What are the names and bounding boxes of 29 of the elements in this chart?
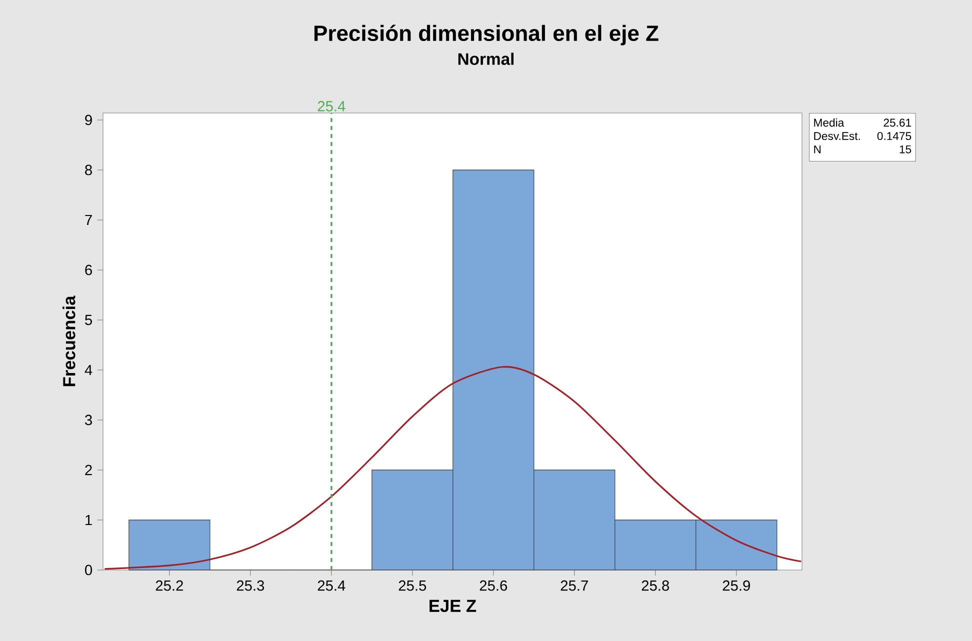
x-tick-label: 25.5 — [398, 580, 426, 591]
x-tick-label: 25.3 — [236, 580, 264, 591]
chart-subtitle: Normal — [458, 52, 514, 65]
y-tick-label: 4 — [84, 364, 92, 376]
y-axis-title: Frecuencia — [62, 296, 76, 386]
y-tick-label: 5 — [85, 314, 92, 326]
x-tick-label: 25.9 — [722, 580, 750, 591]
text: Media — [814, 118, 844, 127]
y-tick-label: 8 — [85, 164, 92, 176]
text: 0.1475 — [877, 132, 912, 140]
text: 25.61 — [884, 118, 912, 127]
x-tick-label: 25.2 — [156, 580, 183, 591]
chart-title: Precisión dimensional en el eje Z — [314, 24, 658, 46]
y-tick-label: 3 — [85, 414, 92, 426]
x-axis-title: EJE Z — [430, 600, 476, 612]
text: 15 — [900, 145, 912, 154]
x-tick-label: 25.6 — [480, 580, 508, 591]
y-tick-label: 1 — [86, 514, 92, 526]
x-tick-label: 25.8 — [642, 580, 670, 591]
y-tick-label: 9 — [85, 114, 92, 126]
text: N — [814, 145, 821, 154]
y-tick-label: 6 — [85, 264, 92, 276]
y-tick-label: 7 — [85, 214, 92, 226]
ref-line-label: 25.4 — [318, 101, 346, 112]
y-tick-label: 0 — [85, 564, 92, 576]
y-tick-label: 2 — [85, 464, 92, 476]
x-tick-label: 25.4 — [318, 580, 346, 591]
text: Desv.Est. — [814, 132, 860, 140]
x-tick-label: 25.7 — [560, 580, 588, 591]
